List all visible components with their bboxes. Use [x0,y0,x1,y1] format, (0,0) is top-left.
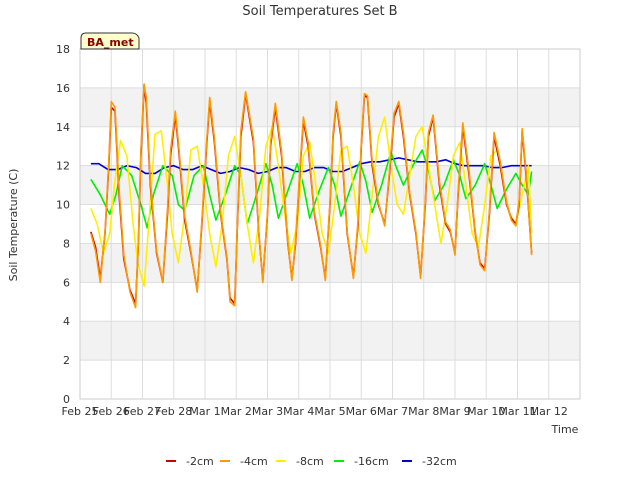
x-tick-label: Mar 11 [498,405,536,418]
y-tick-label: 8 [63,237,70,250]
y-axis-ticks: 0 2 4 6 8 10 12 14 16 18 [56,43,70,406]
x-tick-label: Mar 5 [314,405,345,418]
legend-item: -2cm [166,455,214,468]
x-tick-label: Mar 8 [408,405,439,418]
x-tick-label: Mar 2 [221,405,252,418]
series-line-minus-4cm [90,83,533,309]
legend: -2cm -4cm -8cm -16cm -32cm [166,455,457,468]
legend-item: -8cm [276,455,324,468]
legend-label: -2cm [186,455,214,468]
series-layer [90,83,533,309]
x-tick-label: Mar 7 [377,405,408,418]
legend-label: -8cm [296,455,324,468]
y-tick-label: 2 [63,354,70,367]
y-tick-label: 16 [56,82,70,95]
legend-label: -4cm [240,455,268,468]
legend-label: -32cm [422,455,457,468]
x-tick-label: Feb 26 [93,405,130,418]
x-axis-label: Time [551,423,579,436]
x-tick-label: Feb 25 [62,405,99,418]
x-tick-label: Feb 28 [155,405,192,418]
y-tick-label: 6 [63,276,70,289]
legend-item: -4cm [220,455,268,468]
badge-label: BA_met [87,36,134,49]
x-tick-label: Mar 9 [439,405,470,418]
x-tick-label: Mar 4 [283,405,314,418]
y-tick-label: 10 [56,199,70,212]
y-tick-label: 14 [56,121,70,134]
y-tick-label: 18 [56,43,70,56]
y-tick-label: 12 [56,160,70,173]
x-tick-label: Mar 3 [252,405,283,418]
station-badge: BA_met [80,32,140,50]
x-tick-label: Mar 6 [346,405,377,418]
legend-item: -16cm [334,455,389,468]
plot-frame [79,48,581,400]
x-tick-label: Mar 10 [467,405,505,418]
series-line-minus-8cm [90,116,533,288]
legend-item: -32cm [402,455,457,468]
y-tick-label: 4 [63,315,70,328]
legend-label: -16cm [354,455,389,468]
chart-title: Soil Temperatures Set B [242,4,397,19]
x-tick-label: Mar 1 [189,405,220,418]
x-tick-label: Mar 12 [530,405,568,418]
y-axis-label: Soil Temperature (C) [7,169,20,282]
y-tick-label: 0 [63,393,70,406]
x-tick-label: Feb 27 [124,405,161,418]
badge-shape [80,32,140,50]
